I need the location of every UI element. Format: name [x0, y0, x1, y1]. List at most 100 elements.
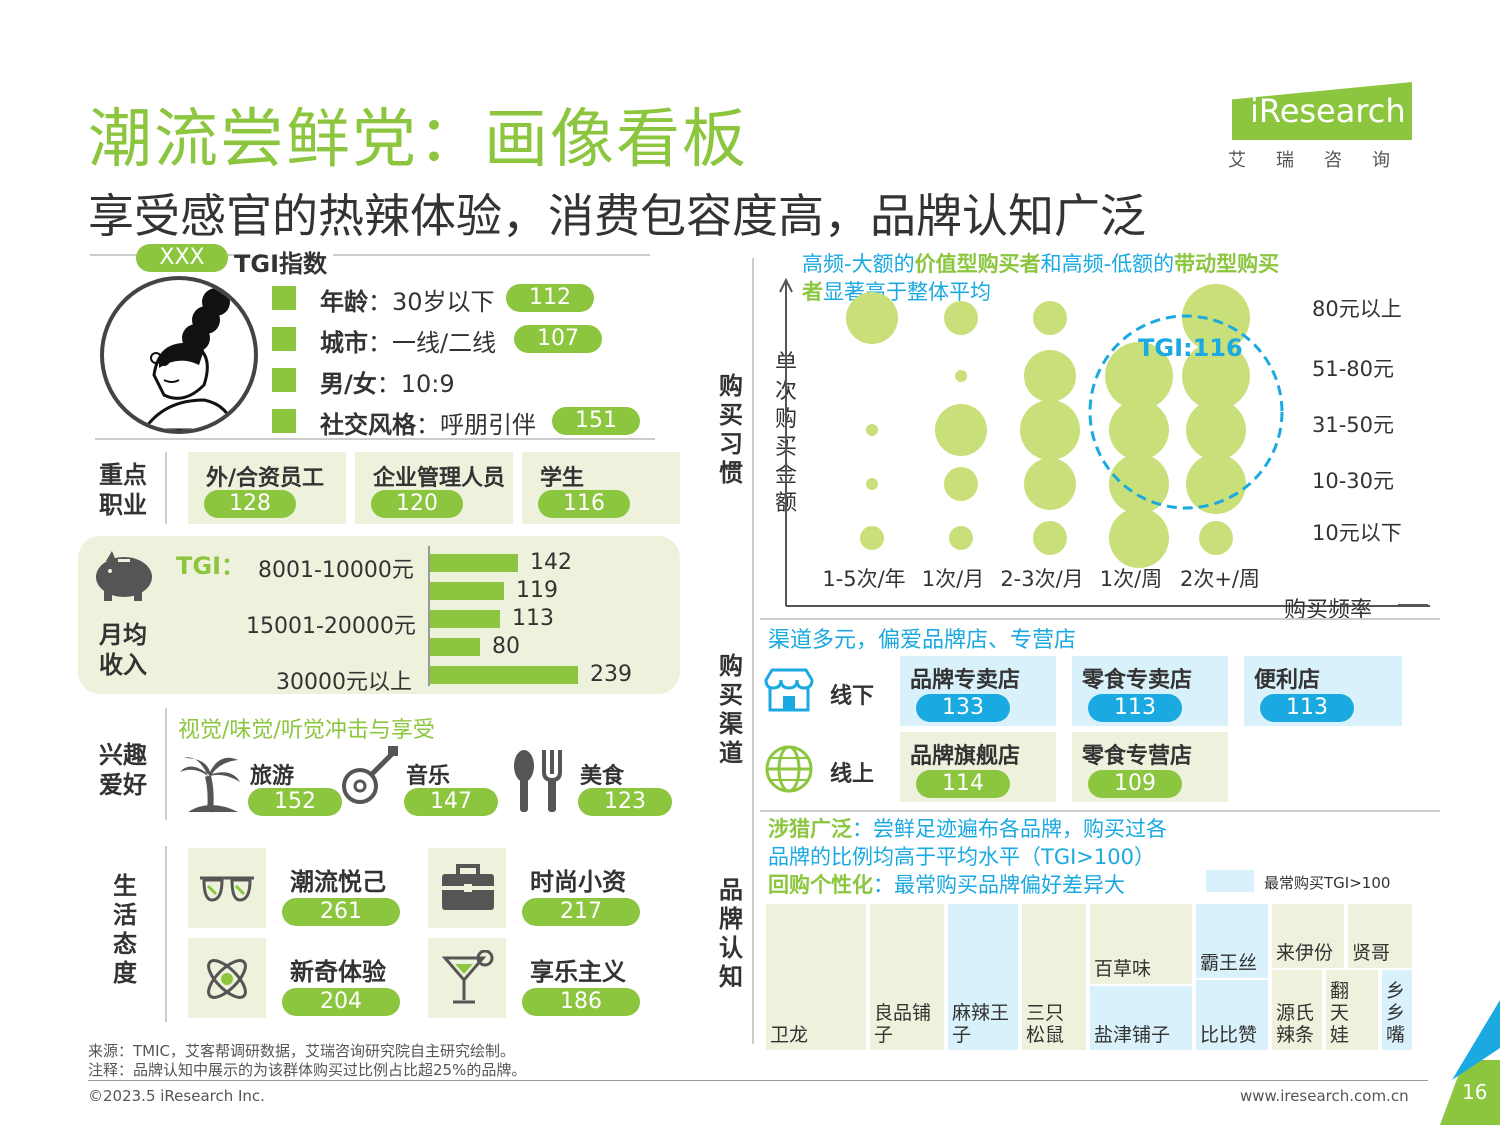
channel-tgi: 114	[916, 770, 1010, 798]
bubble	[935, 404, 987, 456]
channel-name: 品牌专卖店	[910, 668, 1021, 693]
page-subtitle: 享受感官的热辣体验，消费包容度高，品牌认知广泛	[88, 189, 1146, 243]
channel-name: 品牌旗舰店	[910, 744, 1021, 769]
tgi-value: ：一线/二线	[368, 329, 497, 357]
attitude-name: 新奇体验	[290, 958, 386, 986]
habit-note-e: 者	[802, 280, 823, 304]
girl-avatar-icon	[142, 288, 236, 430]
income-bar	[430, 666, 578, 684]
bubble	[1105, 342, 1173, 410]
legend-swatch	[1206, 870, 1254, 892]
attitude-tgi: 261	[282, 898, 400, 926]
habit-note-a: 高频-大额的	[802, 252, 915, 276]
income-axis	[428, 546, 430, 686]
habit-note-f: 显著高于整体平均	[823, 280, 991, 304]
bubble	[1033, 301, 1067, 335]
tgi-label: TGI指数	[234, 244, 333, 279]
income-value: 142	[530, 550, 572, 575]
channel-desc: 渠道多元，偏爱品牌店、专营店	[768, 628, 1077, 653]
hobby-name: 音乐	[406, 764, 451, 789]
channel-name: 零食专卖店	[1082, 668, 1193, 693]
x-tick-label: 2-3次/月	[1000, 567, 1083, 591]
footer-divider	[88, 1080, 1428, 1081]
brand-cell: 乡 乡 嘴	[1382, 970, 1412, 1050]
divider	[752, 258, 754, 1044]
brand-name: 比比赞	[1200, 1024, 1258, 1046]
income-bar	[430, 610, 500, 628]
brand-cell: 贤哥	[1348, 904, 1412, 968]
income-bar	[430, 582, 504, 600]
income-value: 113	[512, 606, 554, 631]
occupation-tgi: 116	[538, 490, 630, 518]
store-icon	[764, 668, 814, 712]
attitude-tgi: 186	[522, 988, 640, 1016]
channel-tgi: 113	[1260, 694, 1354, 722]
logo-subtitle: 艾瑞咨询	[1228, 150, 1420, 171]
divider	[165, 708, 167, 820]
occupation-tgi: 128	[204, 490, 296, 518]
attitude-name: 潮流悦己	[290, 868, 386, 896]
tgi-badge: 112	[506, 284, 594, 312]
habit-note-d: 带动型购买	[1174, 252, 1280, 276]
divider	[90, 254, 650, 256]
y-tick-label: 80元以上	[1312, 297, 1402, 321]
occupation-title: 重点 职业	[99, 461, 147, 519]
brand-name: 三只 松鼠	[1026, 1002, 1065, 1046]
bubble	[1186, 400, 1246, 460]
tgi-value: ：呼朋引伴	[416, 411, 536, 439]
avatar	[100, 276, 258, 434]
hobby-desc: 视觉/味觉/听觉冲击与享受	[178, 718, 435, 743]
tgi-row: 城市：一线/二线	[320, 323, 496, 358]
brand-cell: 卫龙	[766, 904, 866, 1050]
bubble	[1024, 458, 1076, 510]
brand-name: 来伊份	[1276, 942, 1334, 964]
brand-l3b: ：最常购买品牌偏好差异大	[873, 873, 1125, 897]
brand-l3a: 回购个性化	[768, 873, 873, 897]
brand-cell: 翻 天 娃	[1326, 970, 1378, 1050]
cocktail-icon	[440, 950, 496, 1006]
bubble	[1020, 400, 1080, 460]
income-bar	[430, 638, 480, 656]
brand-cell: 霸王丝	[1196, 904, 1268, 978]
tgi-row: 社交风格：呼朋引伴	[320, 405, 536, 440]
bullet-square	[272, 327, 296, 351]
bubble-chart: 1-5次/年 1次/月 2-3次/月 1次/周 2次+/周 10元以下 10-30元 31-5…	[779, 277, 1430, 607]
divider	[165, 846, 167, 1022]
brand-cell: 三只 松鼠	[1022, 904, 1086, 1050]
brand-name: 盐津铺子	[1094, 1024, 1171, 1046]
attitude-name: 享乐主义	[530, 958, 626, 986]
attitude-tgi: 204	[282, 988, 400, 1016]
bubble	[866, 478, 878, 490]
attitude-tgi: 217	[522, 898, 640, 926]
hobby-name: 旅游	[250, 764, 295, 789]
bubble	[949, 526, 973, 550]
x-arrow-icon	[1398, 604, 1428, 606]
channel-name: 零食专营店	[1082, 744, 1193, 769]
y-tick-label: 51-80元	[1312, 357, 1394, 381]
hobby-title: 兴趣 爱好	[99, 741, 147, 799]
x-tick-label: 1次/月	[922, 567, 984, 591]
legend-label: 最常购买TGI>100	[1264, 874, 1391, 892]
bullet-square	[272, 368, 296, 392]
tgi-value: ：10:9	[376, 370, 455, 398]
channel-name: 便利店	[1254, 668, 1321, 693]
channel-tgi: 133	[916, 694, 1010, 722]
tgi-key: 社交风格	[320, 411, 416, 439]
divider	[165, 452, 167, 524]
income-bar	[430, 554, 518, 572]
brand-cell: 百草味	[1090, 904, 1192, 984]
piggy-bank-icon	[88, 548, 160, 604]
highlight-ring	[1088, 314, 1284, 510]
hobby-name: 美食	[580, 764, 625, 789]
y-tick-label: 31-50元	[1312, 413, 1394, 437]
bubble	[944, 467, 978, 501]
tgi-key: 年龄	[320, 288, 368, 316]
bubble	[1109, 454, 1169, 514]
online-label: 线上	[830, 762, 875, 787]
brand-name: 乡 乡 嘴	[1386, 980, 1406, 1046]
globe-icon	[764, 744, 814, 794]
tgi-badge: 107	[514, 325, 602, 353]
bubble	[1182, 284, 1250, 352]
channel-title: 购 买 渠 道	[719, 652, 743, 767]
occupation-name: 外/合资员工	[206, 466, 325, 491]
